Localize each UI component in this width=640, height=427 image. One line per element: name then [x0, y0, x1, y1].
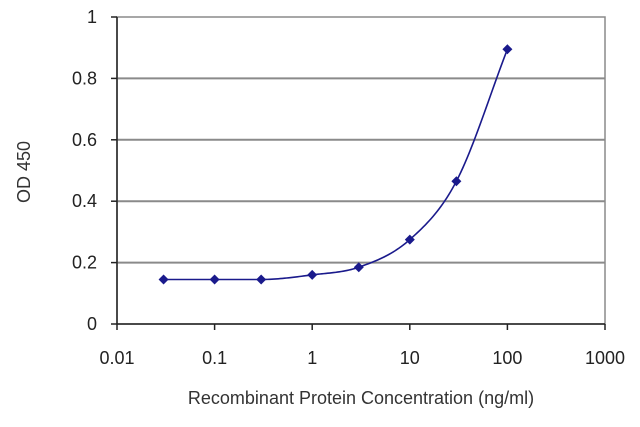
data-point: [158, 274, 169, 285]
y-tick-label: 0.8: [72, 68, 97, 88]
x-tick-label: 1000: [585, 348, 625, 368]
axes: [111, 16, 606, 330]
data-point: [404, 234, 415, 245]
data-point: [256, 274, 267, 285]
data-points: [158, 44, 513, 285]
y-tick-label: 0.4: [72, 191, 97, 211]
x-tick-labels: 0.01 0.1 1 10 100 1000: [99, 348, 625, 368]
y-tick-label: 0.2: [72, 253, 97, 273]
data-point: [451, 176, 462, 187]
data-point: [307, 269, 318, 280]
x-tick-label: 1: [307, 348, 317, 368]
data-point: [502, 44, 513, 55]
x-axis-title: Recombinant Protein Concentration (ng/ml…: [188, 388, 534, 408]
data-point: [209, 274, 220, 285]
plot-area: [116, 16, 606, 325]
fitted-curve-line: [163, 48, 509, 281]
y-tick-label: 1: [87, 7, 97, 27]
x-tick-label: 10: [400, 348, 420, 368]
gridlines: [117, 77, 605, 264]
fitted-curve: [163, 48, 509, 281]
y-tick-label: 0: [87, 314, 97, 334]
x-tick-label: 0.01: [99, 348, 134, 368]
y-tick-labels: 0 0.2 0.4 0.6 0.8 1: [72, 7, 97, 334]
y-axis-title: OD 450: [14, 141, 34, 203]
x-tick-label: 0.1: [202, 348, 227, 368]
y-tick-label: 0.6: [72, 130, 97, 150]
data-point: [353, 262, 364, 273]
x-tick-label: 100: [492, 348, 522, 368]
